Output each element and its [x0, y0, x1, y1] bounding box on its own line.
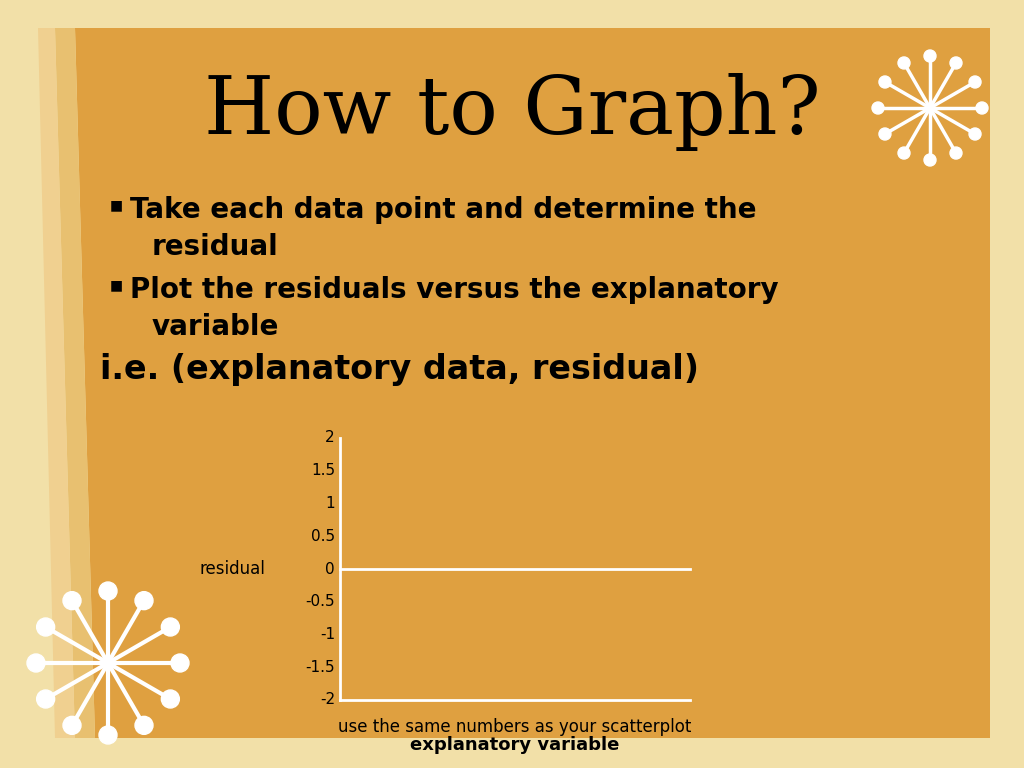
Circle shape: [37, 618, 54, 636]
Text: -0.5: -0.5: [305, 594, 335, 609]
Text: explanatory variable: explanatory variable: [411, 736, 620, 754]
Circle shape: [162, 618, 179, 636]
Text: residual: residual: [152, 233, 279, 261]
Text: use the same numbers as your scatterplot: use the same numbers as your scatterplot: [338, 718, 691, 736]
Circle shape: [950, 147, 962, 159]
Circle shape: [927, 104, 934, 111]
Text: 2: 2: [326, 431, 335, 445]
Circle shape: [924, 154, 936, 166]
Text: ■: ■: [110, 278, 123, 292]
Text: variable: variable: [152, 313, 280, 341]
Polygon shape: [38, 28, 75, 738]
Text: ■: ■: [110, 198, 123, 212]
Circle shape: [37, 690, 54, 708]
Text: residual: residual: [199, 560, 265, 578]
Circle shape: [135, 717, 153, 734]
Circle shape: [969, 128, 981, 140]
Polygon shape: [75, 28, 990, 738]
Circle shape: [872, 102, 884, 114]
Circle shape: [171, 654, 189, 672]
Circle shape: [135, 591, 153, 610]
Circle shape: [99, 582, 117, 600]
Circle shape: [898, 147, 910, 159]
Text: 0: 0: [326, 561, 335, 577]
Text: How to Graph?: How to Graph?: [204, 73, 820, 151]
Circle shape: [162, 690, 179, 708]
Text: Plot the residuals versus the explanatory: Plot the residuals versus the explanator…: [130, 276, 778, 304]
Text: Take each data point and determine the: Take each data point and determine the: [130, 196, 757, 224]
Circle shape: [950, 57, 962, 69]
Circle shape: [898, 57, 910, 69]
Text: 0.5: 0.5: [311, 528, 335, 544]
Polygon shape: [55, 28, 95, 738]
Text: 1: 1: [326, 496, 335, 511]
Circle shape: [63, 591, 81, 610]
Circle shape: [27, 654, 45, 672]
Circle shape: [63, 717, 81, 734]
Circle shape: [924, 50, 936, 62]
Circle shape: [969, 76, 981, 88]
Circle shape: [879, 76, 891, 88]
Text: i.e. (explanatory data, residual): i.e. (explanatory data, residual): [100, 353, 699, 386]
Text: -2: -2: [319, 693, 335, 707]
Text: -1: -1: [319, 627, 335, 642]
Text: -1.5: -1.5: [305, 660, 335, 675]
Circle shape: [99, 726, 117, 744]
Text: 1.5: 1.5: [311, 463, 335, 478]
Circle shape: [879, 128, 891, 140]
Circle shape: [102, 657, 114, 668]
Circle shape: [976, 102, 988, 114]
